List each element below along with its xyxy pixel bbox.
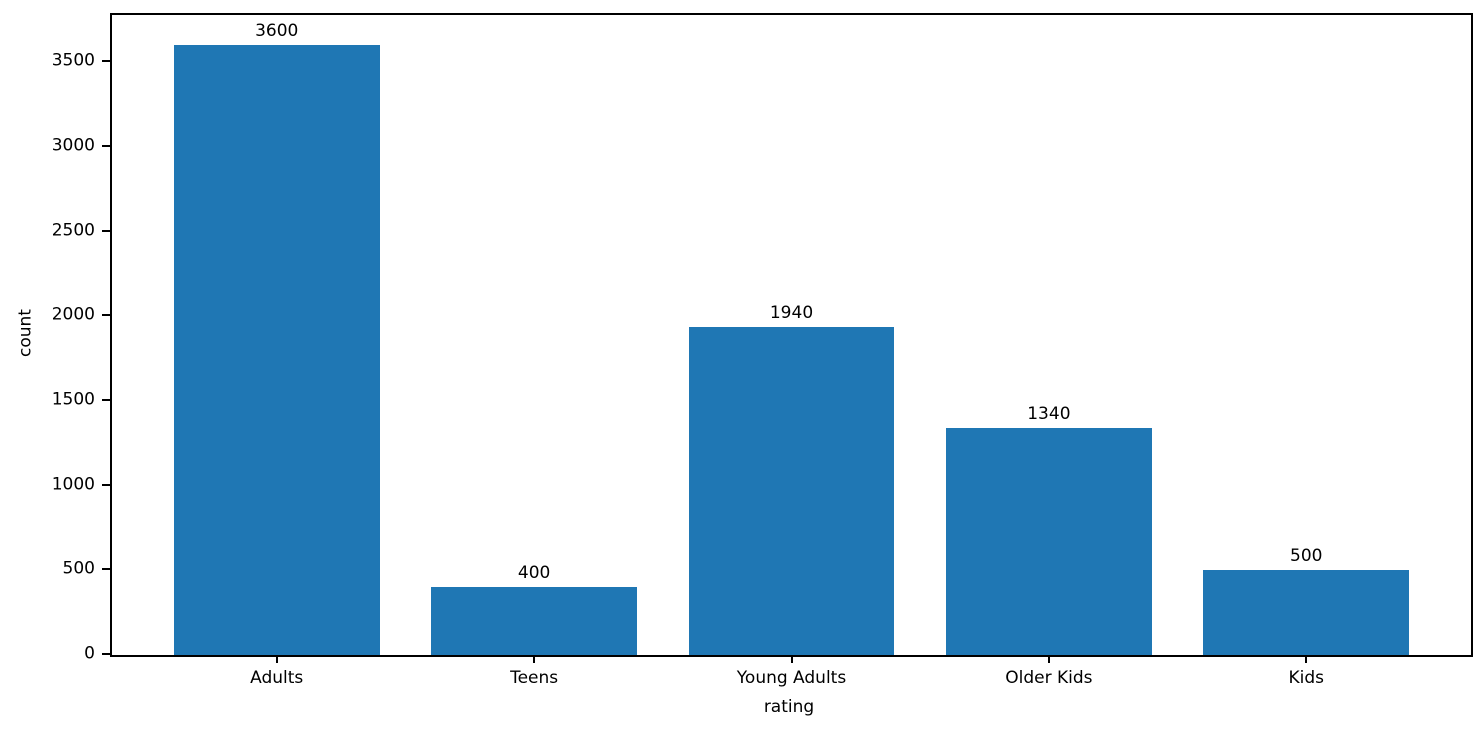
x-category-label: Kids	[1288, 668, 1325, 688]
x-tick-mark	[533, 655, 536, 663]
bar	[173, 45, 380, 655]
bar	[431, 587, 638, 655]
y-tick-label: 3000	[51, 135, 95, 156]
y-tick-mark	[102, 653, 110, 655]
x-category-label: Young Adults	[736, 668, 847, 688]
y-tick-mark	[102, 229, 110, 232]
y-tick-label: 1000	[51, 474, 95, 495]
x-category-label: Older Kids	[1005, 668, 1093, 688]
y-tick-mark	[102, 60, 110, 63]
y-tick-label: 2500	[51, 220, 95, 241]
y-tick-label: 3500	[51, 50, 95, 71]
y-tick-label: 2000	[51, 304, 95, 325]
y-tick-label: 1500	[51, 389, 95, 410]
y-tick-label: 0	[84, 643, 95, 664]
bar	[688, 326, 895, 655]
x-category-label: Adults	[250, 668, 304, 688]
plot-area: 3600 400 1940 1340 500	[110, 13, 1473, 657]
y-tick-mark	[102, 568, 110, 571]
y-tick-mark	[102, 483, 110, 486]
bar-value-label: 3600	[255, 21, 299, 42]
y-tick-mark	[102, 314, 110, 317]
x-tick-mark	[1047, 655, 1050, 663]
y-tick-mark	[102, 145, 110, 148]
x-axis-label: rating	[763, 697, 815, 717]
bar-value-label: 400	[517, 563, 551, 584]
bar-value-label: 1340	[1027, 404, 1071, 425]
x-category-label: Teens	[510, 668, 559, 688]
bar	[1203, 570, 1410, 655]
x-tick-mark	[1305, 655, 1308, 663]
bar	[945, 428, 1152, 655]
bar-value-label: 500	[1290, 546, 1323, 567]
y-tick-mark	[102, 399, 110, 402]
y-tick-label: 500	[62, 558, 95, 579]
y-axis-label: count	[15, 309, 36, 357]
x-tick-mark	[275, 655, 278, 663]
bar-value-label: 1940	[769, 302, 814, 323]
x-tick-mark	[790, 655, 793, 663]
